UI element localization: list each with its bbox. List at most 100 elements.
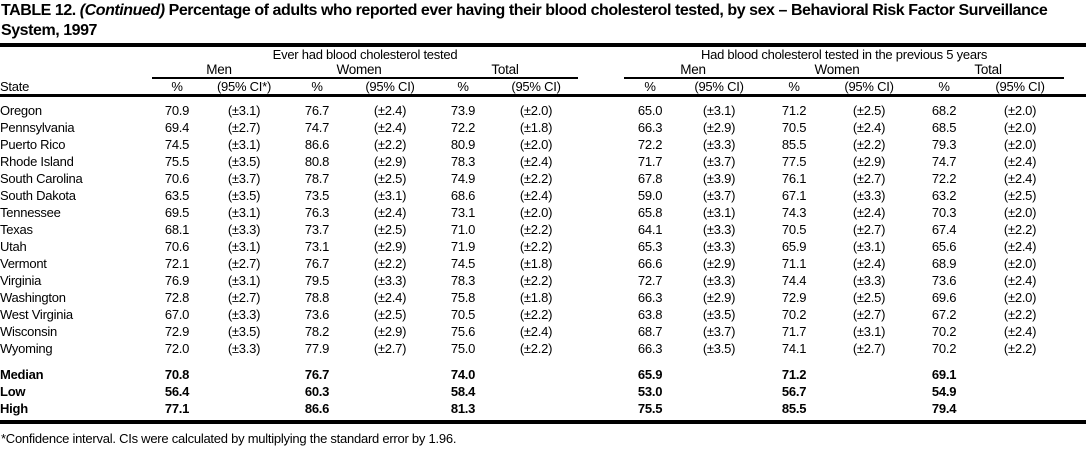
percent-cell: 54.9 [931,384,957,399]
column-gap [578,170,624,187]
percent-cell: 70.3 [931,205,957,220]
column-gap [578,400,624,417]
state-cell: Rhode Island [0,154,74,169]
column-gap [578,323,624,340]
percent-cell: 70.2 [931,324,957,339]
percent-cell: 72.7 [637,273,663,288]
percent-cell: 73.9 [450,103,476,118]
ci-cell: (±2.5) [373,222,407,237]
ci-cell: (±3.7) [702,188,736,203]
right-padding [1064,96,1086,120]
state-cell: West Virginia [0,307,73,322]
ci-cell [826,366,912,383]
percent-cell: 74.4 [781,273,807,288]
state-column-header: State [0,47,152,97]
percent-cell: 72.9 [781,290,807,305]
table-title-label: TABLE 12. [1,2,76,19]
ci-cell: (±3.1) [702,205,736,220]
ci-cell: (±2.4) [1003,324,1037,339]
ci-cell: (±2.4) [1003,273,1037,288]
percent-cell: 74.5 [164,137,190,152]
right-padding [1064,136,1086,153]
ci-cell: (±3.1) [702,103,736,118]
table-title: TABLE 12. (Continued) Percentage of adul… [0,0,1086,47]
ci-cell [202,383,286,400]
ci-cell [976,366,1064,383]
ci-cell: (±2.4) [852,256,886,271]
column-gap [578,238,624,255]
ci-cell [348,400,432,417]
percent-cell: 81.3 [450,401,476,416]
right-padding [1064,221,1086,238]
ci-cell: (±1.8) [519,120,553,135]
ci-cell: (±3.5) [227,188,261,203]
ci-cell: (±2.2) [519,239,553,254]
ci-cell: (±3.1) [227,273,261,288]
subgroup-header-men-2: Men [624,62,763,79]
spacer-row [0,357,1086,366]
ci-cell: (±2.0) [519,205,553,220]
percent-cell: 74.0 [450,367,476,382]
table-row: Wyoming 72.0 (±3.3) 77.9 (±2.7) 75.0 (±2.2) 66.… [0,340,1086,357]
ci-cell: (±3.9) [702,171,736,186]
state-cell: High [0,401,28,416]
state-cell: Puerto Rico [0,137,66,152]
cholesterol-table: State Ever had blood cholesterol tested … [0,47,1086,417]
column-gap [578,96,624,120]
state-cell: Low [0,384,26,399]
ci-cell: (±2.4) [1003,239,1037,254]
state-cell: Tennessee [0,205,61,220]
group-header-ever-tested: Ever had blood cholesterol tested [272,47,458,62]
table-row: Wisconsin 72.9 (±3.5) 78.2 (±2.9) 75.6 (±2.4) 6… [0,323,1086,340]
percent-cell: 67.4 [931,222,957,237]
percent-cell: 76.7 [304,367,330,382]
percent-cell: 67.2 [931,307,957,322]
state-cell: Vermont [0,256,47,271]
ci-cell: (±3.1) [227,239,261,254]
right-padding [1064,47,1086,97]
ci-cell: (±2.9) [373,324,407,339]
percent-cell: 64.1 [637,222,663,237]
ci-cell: (±2.4) [852,205,886,220]
percent-cell: 76.7 [304,256,330,271]
percent-cell: 53.0 [637,384,663,399]
right-padding [1064,272,1086,289]
table-row: Median 70.8 76.7 74.0 65.9 71.2 69.1 [0,366,1086,383]
percent-cell: 72.9 [164,324,190,339]
column-gap [578,272,624,289]
column-header-ci: (95% CI) [348,78,432,97]
percent-cell: 74.1 [781,341,807,356]
column-gap [578,255,624,272]
state-cell: Wyoming [0,341,53,356]
percent-cell: 67.0 [164,307,190,322]
percent-cell: 56.7 [781,384,807,399]
percent-cell: 73.5 [304,188,330,203]
table-row: High 77.1 86.6 81.3 75.5 85.5 79.4 [0,400,1086,417]
ci-cell: (±2.7) [852,341,886,356]
state-cell: South Carolina [0,171,83,186]
percent-cell: 65.6 [931,239,957,254]
table-row: Texas 68.1 (±3.3) 73.7 (±2.5) 71.0 (±2.2) 64.1 (… [0,221,1086,238]
ci-cell: (±2.4) [1003,171,1037,186]
table-row: South Carolina 70.6 (±3.7) 78.7 (±2.5) 74.9 (±… [0,170,1086,187]
percent-cell: 73.6 [304,307,330,322]
percent-cell: 66.3 [637,290,663,305]
percent-cell: 85.5 [781,401,807,416]
column-header-pct: % [762,78,827,97]
column-header-ci: (95% CI) [494,78,579,97]
percent-cell: 69.4 [164,120,190,135]
table-row: Rhode Island 75.5 (±3.5) 80.8 (±2.9) 78.3 (±2.… [0,153,1086,170]
percent-cell: 56.4 [164,384,190,399]
ci-cell [348,366,432,383]
ci-cell: (±2.2) [519,341,553,356]
percent-cell: 72.8 [164,290,190,305]
right-padding [1064,170,1086,187]
table-title-text: Percentage of adults who reported ever h… [1,2,1048,39]
ci-cell: (±2.2) [1003,222,1037,237]
ci-cell: (±2.9) [702,256,736,271]
ci-cell: (±3.5) [702,341,736,356]
percent-cell: 68.7 [637,324,663,339]
ci-cell [494,366,578,383]
percent-cell: 80.9 [450,137,476,152]
percent-cell: 59.0 [637,188,663,203]
